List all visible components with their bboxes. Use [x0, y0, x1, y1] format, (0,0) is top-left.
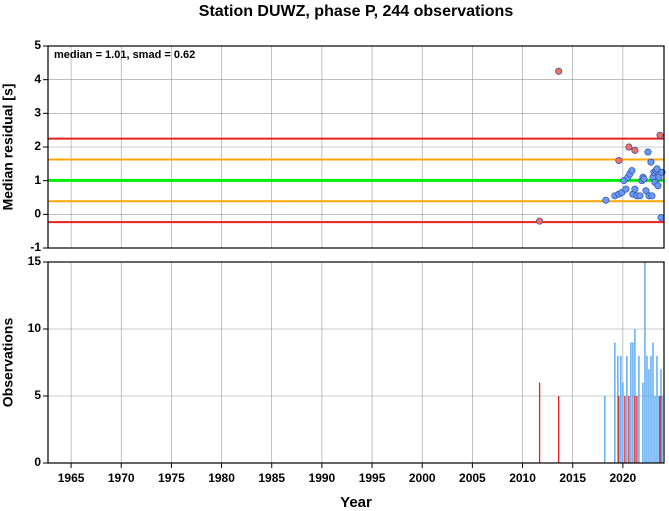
point — [622, 185, 630, 193]
y-tick-label: 4 — [34, 72, 41, 86]
point — [628, 167, 636, 175]
point — [653, 165, 661, 173]
point — [656, 131, 664, 139]
y-tick-label: 0 — [34, 455, 41, 469]
point — [642, 187, 650, 195]
y-tick-label: 0 — [34, 207, 41, 221]
x-tick-label: 2000 — [409, 471, 436, 485]
y-tick-label: 5 — [34, 38, 41, 52]
plot-frame — [47, 45, 665, 249]
point — [647, 158, 655, 166]
y-tick-label: -1 — [30, 240, 41, 254]
point — [631, 185, 639, 193]
x-tick-label: 2020 — [610, 471, 637, 485]
y-tick-label: 1 — [34, 173, 41, 187]
point — [644, 148, 652, 156]
plot-frame — [47, 261, 665, 464]
chart-title: Station DUWZ, phase P, 244 observations — [199, 3, 514, 20]
annotation: median = 1.01, smad = 0.62 — [54, 49, 195, 61]
y-axis-label: Observations — [0, 318, 16, 408]
x-tick-label: 1985 — [258, 471, 285, 485]
x-tick-label: 1990 — [309, 471, 336, 485]
x-tick-label: 2015 — [559, 471, 586, 485]
point — [536, 217, 544, 225]
point — [654, 182, 662, 190]
point — [657, 214, 665, 222]
x-tick-label: 1965 — [58, 471, 85, 485]
point — [631, 146, 639, 154]
point — [648, 192, 656, 200]
x-axis-label: Year — [340, 494, 372, 511]
y-tick-label: 2 — [34, 139, 41, 153]
x-tick-label: 1970 — [108, 471, 135, 485]
point — [636, 192, 644, 200]
point — [655, 173, 663, 181]
x-tick-label: 2005 — [459, 471, 486, 485]
point — [602, 196, 610, 204]
y-tick-label: 15 — [28, 254, 42, 268]
y-tick-label: 3 — [34, 106, 41, 120]
x-tick-label: 1995 — [359, 471, 386, 485]
point — [640, 175, 648, 183]
y-tick-label: 5 — [34, 388, 41, 402]
point — [615, 156, 623, 164]
x-tick-label: 1980 — [208, 471, 235, 485]
x-tick-label: 2010 — [509, 471, 536, 485]
x-tick-label: 1975 — [158, 471, 185, 485]
point — [555, 67, 563, 75]
y-axis-label: Median residual [s] — [0, 84, 16, 211]
y-tick-label: 10 — [28, 321, 42, 335]
point — [625, 143, 633, 151]
